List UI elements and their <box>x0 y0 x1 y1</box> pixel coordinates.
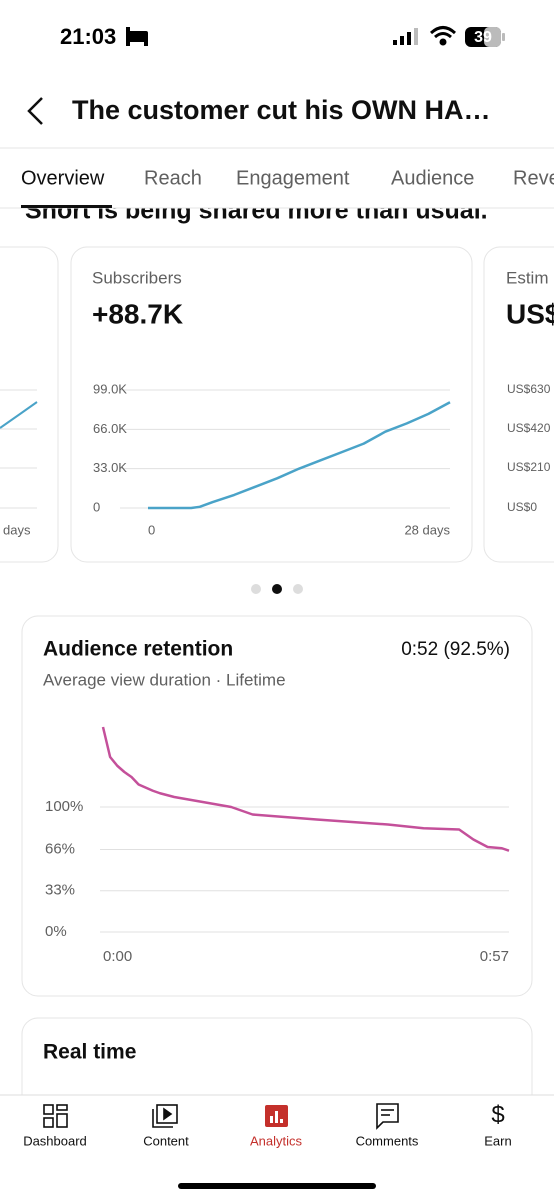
time: 21:03 <box>60 24 116 49</box>
nav-label[interactable]: Earn <box>484 1133 511 1148</box>
sleep-icon <box>126 27 148 46</box>
card[interactable] <box>21 615 533 997</box>
y-tick-label: US$630 <box>507 382 551 396</box>
video-title: The customer cut his OWN HA… <box>72 95 491 125</box>
card-subtitle: Average view duration · Lifetime <box>43 670 286 689</box>
tab[interactable]: Reach <box>144 167 202 189</box>
y-tick-label: 33% <box>45 882 75 899</box>
nav-label[interactable]: Dashboard <box>23 1133 87 1148</box>
tab[interactable]: Overview <box>21 167 105 189</box>
y-tick-label: US$210 <box>507 460 551 474</box>
battery-level: 39 <box>474 29 492 46</box>
card-headline: US$ <box>506 298 554 329</box>
card[interactable] <box>70 246 473 563</box>
y-tick-label: 66% <box>45 840 75 857</box>
y-tick-label: 100% <box>45 798 83 815</box>
y-tick-label: 33.0K <box>93 460 127 475</box>
wifi-icon <box>429 26 457 46</box>
tab[interactable]: Engagement <box>236 167 350 189</box>
tab[interactable]: Audience <box>391 167 474 189</box>
y-tick-label: 0% <box>45 923 67 940</box>
page-dot[interactable] <box>293 584 303 594</box>
x-tick-label: days <box>3 522 31 537</box>
trend-line <box>0 401 38 429</box>
battery-tip <box>502 33 505 41</box>
card[interactable] <box>483 246 554 563</box>
card[interactable] <box>0 246 59 563</box>
card-headline: +88.7K <box>92 298 183 329</box>
analytics-icon[interactable] <box>265 1105 288 1127</box>
x-tick-label: 0:00 <box>103 948 132 965</box>
home-indicator <box>178 1183 376 1189</box>
tab[interactable]: Reve <box>513 167 554 189</box>
grid <box>0 389 37 509</box>
comments-icon[interactable] <box>376 1103 399 1130</box>
battery-empty <box>484 27 501 47</box>
nav-label[interactable]: Analytics <box>250 1133 303 1148</box>
earn-icon[interactable]: $ <box>491 1101 504 1128</box>
x-tick-label: 0 <box>148 522 155 537</box>
card-title: Estim <box>506 268 549 287</box>
x-tick-label: 0:57 <box>480 948 509 965</box>
back-button[interactable] <box>27 97 43 125</box>
signal-icon <box>393 28 418 45</box>
page-dot[interactable] <box>272 584 282 594</box>
data-line <box>101 726 510 852</box>
y-tick-label: US$420 <box>507 421 551 435</box>
tab-indicator <box>21 205 112 208</box>
x-tick-label: 28 days <box>404 522 450 537</box>
top-bar <box>0 0 554 208</box>
y-tick-label: US$0 <box>507 500 537 514</box>
nav-label[interactable]: Content <box>143 1133 189 1148</box>
y-tick-label: 66.0K <box>93 421 127 436</box>
card-title: Real time <box>43 1041 136 1064</box>
y-tick-label: 99.0K <box>93 381 127 396</box>
dashboard-icon[interactable] <box>43 1104 68 1128</box>
nav-label[interactable]: Comments <box>356 1133 419 1148</box>
card-title: Audience retention <box>43 638 233 661</box>
card-headline: 0:52 (92.5%) <box>401 639 510 660</box>
y-tick-label: 0 <box>93 499 100 514</box>
page-dot[interactable] <box>251 584 261 594</box>
content-icon[interactable] <box>152 1104 178 1128</box>
card-title: Subscribers <box>92 268 182 287</box>
data-line <box>148 401 451 510</box>
